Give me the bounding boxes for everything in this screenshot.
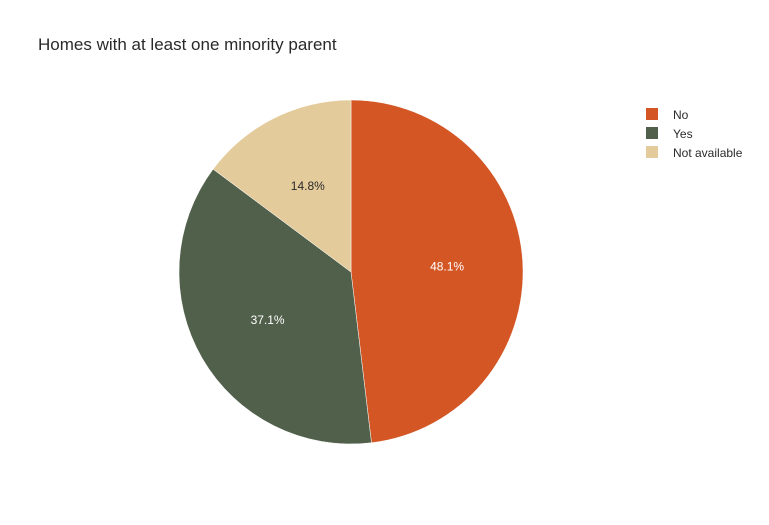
pie-slice-yes[interactable] [178, 168, 372, 445]
pie-slice-not-available[interactable] [212, 99, 352, 273]
legend-swatch-not-available [646, 146, 658, 158]
legend: No Yes Not available [646, 108, 743, 160]
legend-item-not-available[interactable]: Not available [646, 146, 743, 160]
pie-slice-no[interactable] [350, 99, 524, 444]
legend-label-no: No [673, 108, 689, 122]
slice-label-no: 48.1% [430, 259, 464, 273]
legend-label-not-available: Not available [673, 146, 743, 160]
legend-item-no[interactable]: No [646, 108, 689, 122]
legend-swatch-no [646, 108, 658, 120]
chart-title: Homes with at least one minority parent [38, 35, 337, 54]
slice-label-not-available: 14.8% [291, 179, 325, 193]
legend-item-yes[interactable]: Yes [646, 127, 693, 141]
pie-labels: 48.1% 37.1% 14.8% [251, 179, 465, 327]
legend-label-yes: Yes [673, 127, 693, 141]
legend-swatch-yes [646, 127, 658, 139]
pie-slices [178, 99, 524, 445]
slice-label-yes: 37.1% [251, 313, 285, 327]
